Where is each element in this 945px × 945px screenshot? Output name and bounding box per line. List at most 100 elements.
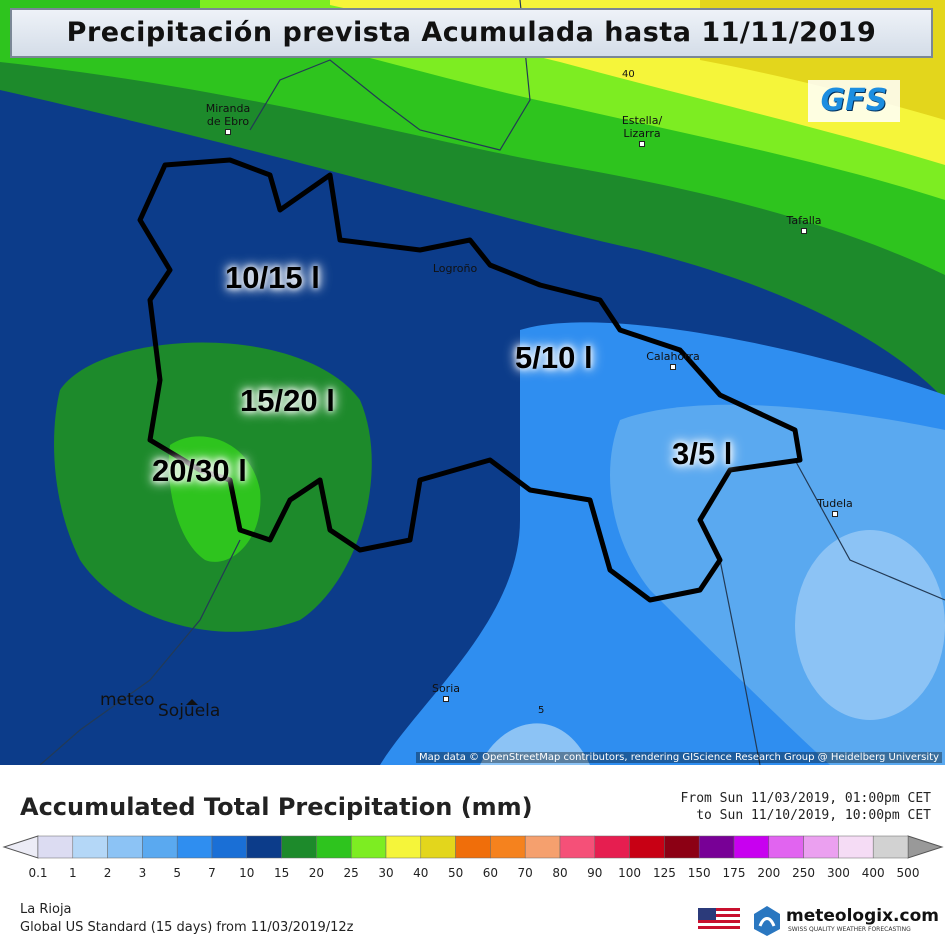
legend-tick: 30 xyxy=(378,866,394,880)
legend-tick: 2 xyxy=(103,866,112,880)
legend-swatch xyxy=(698,835,735,859)
legend-tick: 500 xyxy=(896,866,920,880)
legend-title: Accumulated Total Precipitation (mm) xyxy=(20,793,533,821)
legend-swatch xyxy=(420,835,456,859)
legend-swatch xyxy=(107,835,143,859)
place-label: Miranda de Ebro xyxy=(188,102,268,135)
place-text: Soria xyxy=(431,682,461,695)
place-text: Estella/ xyxy=(621,114,663,127)
legend-tick: 90 xyxy=(587,866,603,880)
legend-tick: 3 xyxy=(138,866,147,880)
legend-swatch xyxy=(803,835,839,859)
legend-swatch xyxy=(838,835,874,859)
title: Precipitación prevista Acumulada hasta 1… xyxy=(10,8,933,58)
legend-swatch xyxy=(490,835,526,859)
place-label: Soria xyxy=(406,682,486,702)
legend-swatch xyxy=(559,835,596,859)
place-text: Logroño xyxy=(432,262,478,275)
region-label: 10/15 l xyxy=(225,260,320,295)
legend-swatch xyxy=(524,835,561,859)
legend-swatch xyxy=(142,835,178,859)
legend-swatch xyxy=(768,835,804,859)
legend-swatch xyxy=(246,835,282,859)
legend-swatch xyxy=(350,835,387,859)
place-text: Tafalla xyxy=(786,214,822,227)
station-label: meteo xyxy=(100,690,155,710)
footer-run: Global US Standard (15 days) from 11/03/… xyxy=(20,920,354,935)
brand-logo xyxy=(754,906,780,936)
place-text: Miranda xyxy=(205,102,251,115)
attribution: Map data © OpenStreetMap contributors, r… xyxy=(416,752,942,763)
brand: meteologix.com xyxy=(786,906,939,926)
legend-tick: 60 xyxy=(482,866,499,880)
legend-tick: 20 xyxy=(308,866,325,880)
place-marker xyxy=(639,141,645,147)
border-line xyxy=(794,459,945,601)
contour-label: 40 xyxy=(622,69,635,80)
legend-swatch xyxy=(455,835,491,859)
border-line xyxy=(39,539,241,765)
contour-label: 5 xyxy=(538,705,545,716)
model-badge: GFS xyxy=(808,80,900,122)
legend-tick: 50 xyxy=(447,866,464,880)
station-icon xyxy=(186,699,198,705)
place-label: Tudela xyxy=(795,497,875,517)
region-label: 5/10 l xyxy=(515,340,593,375)
legend-tick: 200 xyxy=(757,866,781,880)
legend-tick: 250 xyxy=(792,866,816,880)
legend-swatch xyxy=(594,835,630,859)
area-2 xyxy=(795,530,945,720)
flag xyxy=(698,908,740,932)
place-marker xyxy=(832,511,838,517)
bar-arrow-right xyxy=(907,835,944,859)
region-label: 15/20 l xyxy=(240,383,335,418)
legend-swatch xyxy=(176,835,213,859)
region-border xyxy=(137,157,803,603)
footer-region: La Rioja xyxy=(20,902,72,917)
legend-swatch xyxy=(629,835,665,859)
area-2b xyxy=(480,723,590,765)
legend-tick: 10 xyxy=(239,866,255,880)
legend-tick: 100 xyxy=(618,866,642,880)
legend-tick: 40 xyxy=(413,866,429,880)
place-label: Tafalla xyxy=(764,214,844,234)
period-from: From Sun 11/03/2019, 01:00pm CET xyxy=(680,791,931,806)
legend-tick: 125 xyxy=(652,866,676,880)
legend-tick: 0.1 xyxy=(28,866,48,880)
border-line xyxy=(249,0,531,151)
place-text: Lizarra xyxy=(623,127,661,140)
legend-swatch xyxy=(316,835,352,859)
tagline: SWISS QUALITY WEATHER FORECASTING xyxy=(788,926,911,933)
bar-arrow-left xyxy=(2,835,39,859)
period-to: to Sun 11/10/2019, 10:00pm CET xyxy=(696,808,931,823)
legend-tick: 15 xyxy=(273,866,290,880)
legend-tick: 300 xyxy=(826,866,850,880)
legend-tick: 150 xyxy=(687,866,711,880)
legend-tick: 5 xyxy=(173,866,182,880)
legend-swatch xyxy=(211,835,248,859)
legend-tick: 400 xyxy=(861,866,885,880)
legend-swatch xyxy=(872,835,909,859)
station-label: Sojuela xyxy=(158,701,221,721)
place-label: Logroño xyxy=(415,262,495,275)
legend-tick: 80 xyxy=(552,866,568,880)
legend-tick: 7 xyxy=(208,866,216,880)
border-line xyxy=(719,559,761,765)
place-marker xyxy=(670,364,676,370)
colorbar xyxy=(2,835,944,859)
place-text: Tudela xyxy=(817,497,853,510)
map xyxy=(0,0,945,765)
legend-swatch xyxy=(733,835,770,859)
place-marker xyxy=(225,129,231,135)
legend-tick: 70 xyxy=(517,866,533,880)
region-label: 3/5 l xyxy=(672,436,733,471)
legend-swatch xyxy=(385,835,422,859)
legend-swatch xyxy=(281,835,317,859)
legend-swatch xyxy=(37,835,74,859)
place-label: Calahorra xyxy=(633,350,713,370)
place-marker xyxy=(443,696,449,702)
legend-tick: 175 xyxy=(722,866,746,880)
legend-tick: 1 xyxy=(68,866,77,880)
legend-swatch xyxy=(72,835,108,859)
